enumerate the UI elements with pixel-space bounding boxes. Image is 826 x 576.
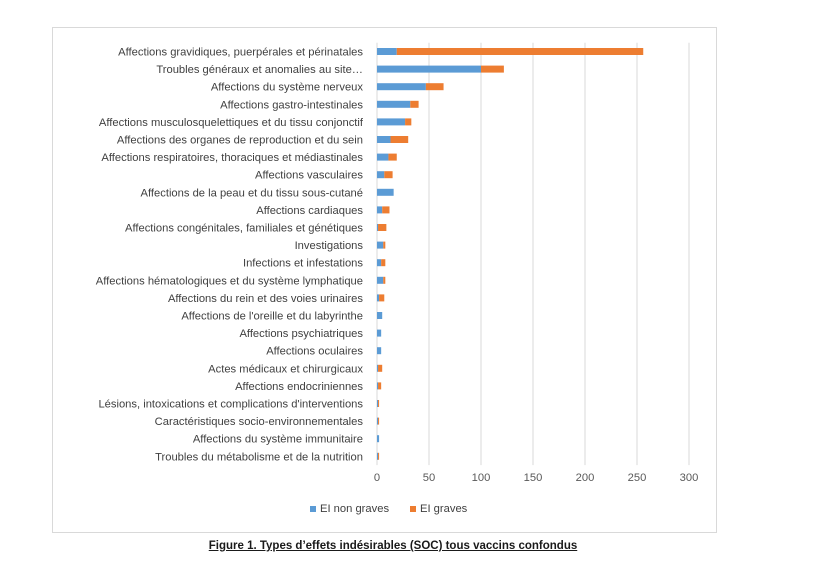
bar-ei-graves-2: [481, 65, 504, 73]
bar-ei-non-graves-3: [377, 83, 426, 91]
category-label: Affections musculosquelettiques et du ti…: [99, 117, 364, 129]
bar-ei-non-graves-4: [377, 100, 411, 108]
x-tick-label: 200: [576, 472, 595, 484]
chart-frame: Affections gravidiques, puerpérales et p…: [52, 27, 717, 533]
bar-ei-graves-4: [410, 100, 419, 108]
category-label: Affections de l'oreille et du labyrinthe: [181, 311, 363, 323]
stacked-bar-chart: Affections gravidiques, puerpérales et p…: [96, 42, 698, 515]
category-label: Lésions, intoxications et complications …: [98, 399, 363, 411]
bar-ei-non-graves-20: [377, 382, 379, 390]
category-label: Affections du rein et des voies urinaire…: [168, 293, 363, 305]
category-label: Caractéristiques socio-environnementales: [155, 416, 364, 428]
bar-ei-non-graves-21: [377, 400, 379, 407]
category-label: Affections du système immunitaire: [193, 434, 363, 446]
bar-ei-non-graves-17: [377, 329, 382, 337]
category-label: Affections psychiatriques: [239, 328, 363, 340]
legend-label-ei-non-graves: EI non graves: [320, 503, 389, 515]
bar-ei-graves-11: [378, 224, 387, 231]
legend-swatch-ei-non-graves: [310, 506, 316, 512]
bar-ei-graves-13: [381, 259, 386, 267]
bars: [377, 48, 644, 460]
bar-ei-graves-7: [388, 153, 397, 161]
bar-ei-non-graves-2: [377, 65, 481, 73]
bar-ei-graves-5: [405, 118, 412, 126]
category-label: Affections des organes de reproduction e…: [117, 135, 363, 147]
bar-ei-non-graves-13: [377, 259, 382, 267]
bar-ei-graves-12: [383, 241, 386, 249]
bar-ei-graves-6: [390, 136, 409, 143]
category-labels: Affections gravidiques, puerpérales et p…: [96, 47, 364, 464]
bar-ei-non-graves-16: [377, 312, 383, 319]
category-label: Troubles du métabolisme et de la nutriti…: [155, 451, 363, 463]
bar-ei-non-graves-19: [377, 364, 379, 372]
category-label: Affections endocriniennes: [235, 381, 363, 393]
bar-ei-non-graves-23: [377, 435, 380, 443]
gridlines: [376, 42, 690, 466]
legend-swatch-ei-graves: [410, 506, 416, 512]
x-tick-label: 150: [524, 472, 543, 484]
x-tick-label: 250: [628, 472, 647, 484]
category-label: Affections congénitales, familiales et g…: [125, 223, 363, 235]
bar-ei-graves-15: [379, 294, 385, 302]
legend: EI non graves EI graves: [310, 503, 468, 515]
category-label: Infections et infestations: [243, 258, 363, 270]
bar-ei-non-graves-6: [377, 136, 391, 143]
category-label: Affections de la peau et du tissu sous-c…: [141, 187, 363, 199]
category-label: Affections vasculaires: [255, 170, 363, 182]
category-label: Affections gravidiques, puerpérales et p…: [118, 47, 363, 59]
category-label: Affections du système nerveux: [211, 82, 364, 94]
bar-ei-non-graves-18: [377, 347, 382, 355]
x-tick-label: 50: [423, 472, 435, 484]
category-label: Actes médicaux et chirurgicaux: [208, 363, 363, 375]
bar-ei-graves-22: [378, 417, 380, 425]
bar-ei-non-graves-14: [377, 276, 384, 284]
category-label: Troubles généraux et anomalies au site…: [156, 64, 363, 76]
bar-ei-graves-3: [425, 83, 444, 91]
bar-ei-non-graves-5: [377, 118, 406, 126]
x-tick-label: 100: [472, 472, 491, 484]
bar-ei-graves-14: [383, 276, 386, 284]
category-label: Affections cardiaques: [256, 205, 363, 217]
bar-ei-graves-19: [378, 364, 383, 372]
bar-ei-non-graves-24: [377, 452, 379, 460]
bar-ei-non-graves-9: [377, 188, 394, 196]
category-label: Affections respiratoires, thoraciques et…: [101, 152, 363, 164]
bar-ei-graves-1: [396, 48, 644, 55]
bar-ei-graves-8: [384, 171, 393, 179]
x-tick-label: 300: [680, 472, 699, 484]
bar-ei-non-graves-7: [377, 153, 389, 161]
bar-ei-non-graves-8: [377, 171, 385, 179]
category-label: Investigations: [295, 240, 364, 252]
bar-ei-non-graves-11: [377, 224, 379, 231]
x-tick-labels: 0 50 100 150 200 250 300: [374, 472, 698, 484]
x-tick-label: 0: [374, 472, 380, 484]
legend-label-ei-graves: EI graves: [420, 503, 468, 515]
category-label: Affections gastro-intestinales: [220, 99, 363, 111]
bar-ei-non-graves-1: [377, 48, 397, 55]
bar-ei-non-graves-15: [377, 294, 380, 302]
figure-caption: Figure 1. Types d’effets indésirables (S…: [208, 540, 578, 552]
category-label: Affections hématologiques et du système …: [96, 275, 363, 287]
bar-ei-graves-20: [378, 382, 382, 390]
category-label: Affections oculaires: [266, 346, 363, 358]
bar-ei-non-graves-10: [377, 206, 383, 214]
bar-ei-graves-21: [378, 400, 380, 407]
bar-ei-graves-10: [382, 206, 390, 214]
bar-ei-graves-24: [378, 452, 380, 460]
bar-ei-non-graves-22: [377, 417, 379, 425]
bar-ei-non-graves-12: [377, 241, 384, 249]
